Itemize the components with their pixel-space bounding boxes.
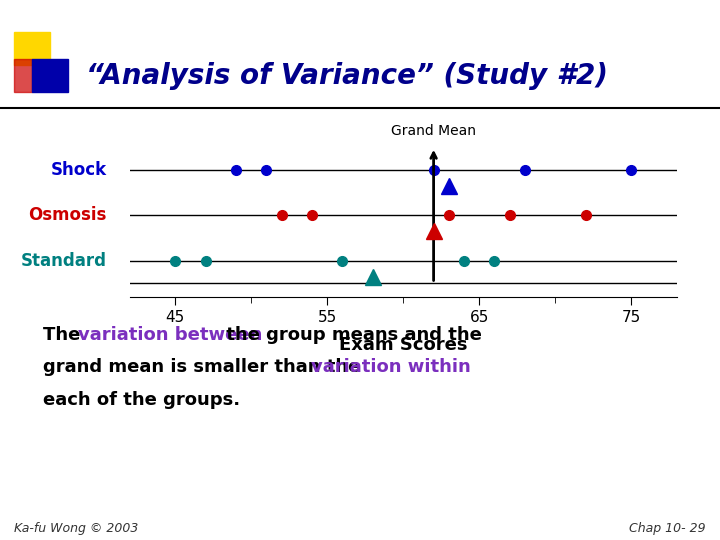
Text: grand mean is smaller than the: grand mean is smaller than the xyxy=(43,358,366,376)
Text: Osmosis: Osmosis xyxy=(28,206,107,224)
X-axis label: Exam Scores: Exam Scores xyxy=(339,336,467,354)
Text: Shock: Shock xyxy=(50,161,107,179)
Text: Grand Mean: Grand Mean xyxy=(391,124,476,138)
Text: Chap 10- 29: Chap 10- 29 xyxy=(629,522,706,535)
Text: Standard: Standard xyxy=(21,252,107,269)
Text: Ka-fu Wong © 2003: Ka-fu Wong © 2003 xyxy=(14,522,139,535)
Bar xyxy=(14,32,50,65)
Bar xyxy=(32,59,68,92)
Text: variation between: variation between xyxy=(78,326,262,344)
Text: “Analysis of Variance” (Study #2): “Analysis of Variance” (Study #2) xyxy=(86,62,608,90)
Text: variation within: variation within xyxy=(311,358,471,376)
Text: each of the groups.: each of the groups. xyxy=(43,390,240,409)
Bar xyxy=(14,59,32,92)
Text: The: The xyxy=(43,326,87,344)
Text: the group means and the: the group means and the xyxy=(220,326,482,344)
